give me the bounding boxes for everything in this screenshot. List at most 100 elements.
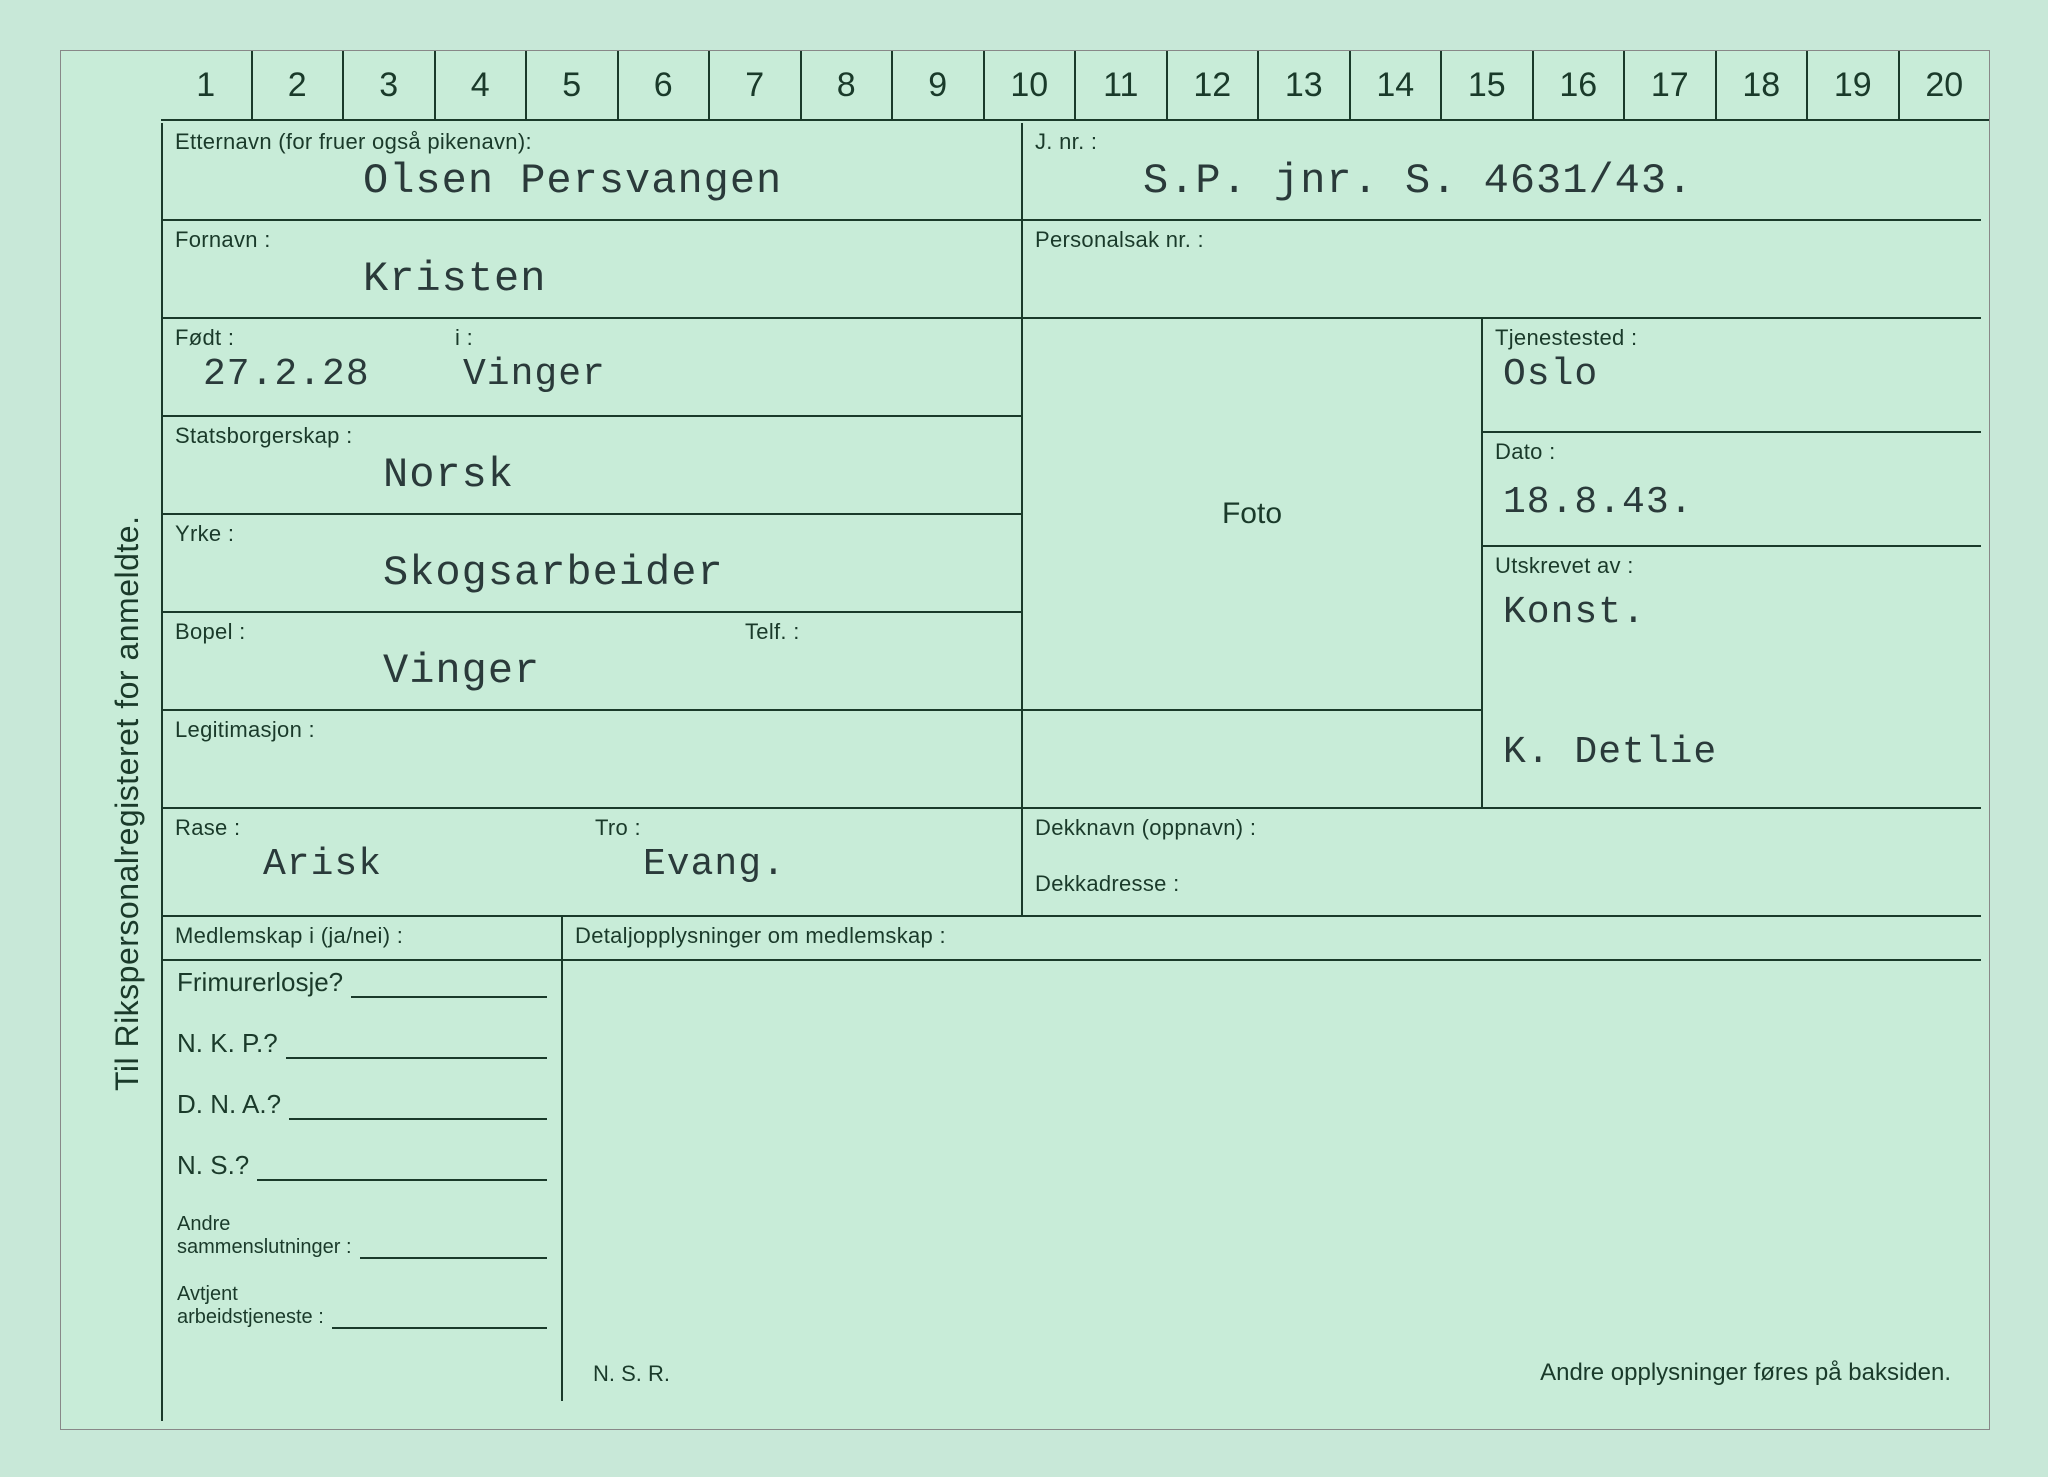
ruler-19: 19 [1806, 51, 1898, 119]
dato-cell: Dato : 18.8.43. [1483, 433, 1981, 547]
yrke-cell: Yrke : Skogsarbeider [163, 515, 1023, 613]
jnr-value: S.P. jnr. S. 4631/43. [1023, 157, 1981, 205]
andre-sammen-label2: sammenslutninger : [177, 1236, 352, 1259]
rase-value: Arisk [163, 843, 583, 886]
tjenestested-label: Tjenestested : [1483, 319, 1981, 353]
andre-sammen-underline [360, 1237, 547, 1259]
nkp-line: N. K. P.? [163, 1002, 561, 1063]
ruler-1: 1 [161, 51, 251, 119]
bopel-label: Bopel : [163, 613, 733, 647]
andre-sammen-label1: Andre [163, 1209, 561, 1236]
avtjent-label2: arbeidstjeneste : [177, 1306, 324, 1329]
fodested-value: Vinger [443, 353, 1021, 396]
statsborgerskap-value: Norsk [163, 451, 1021, 499]
dekknavn-cell: Dekknavn (oppnavn) : Dekkadresse : [1023, 809, 1981, 917]
statsborgerskap-label: Statsborgerskap : [163, 417, 1021, 451]
ruler-11: 11 [1074, 51, 1166, 119]
vertical-title: Til Rikspersonalregisteret for anmeldte. [109, 191, 146, 1091]
bopel-value: Vinger [163, 647, 733, 695]
ruler-17: 17 [1623, 51, 1715, 119]
ns-label: N. S.? [177, 1150, 249, 1181]
dna-label: D. N. A.? [177, 1089, 281, 1120]
ruler-18: 18 [1715, 51, 1807, 119]
dekknavn-label: Dekknavn (oppnavn) : [1023, 809, 1981, 843]
ruler-3: 3 [342, 51, 434, 119]
avtjent-label1: Avtjent [163, 1279, 561, 1306]
utskrevet-label: Utskrevet av : [1483, 547, 1981, 581]
dna-line: D. N. A.? [163, 1063, 561, 1124]
form-area: Etternavn (for fruer også pikenavn): Ols… [161, 123, 1981, 1421]
andre-opp-label: Andre opplysninger føres på baksiden. [1540, 1359, 1951, 1387]
ruler-20: 20 [1898, 51, 1990, 119]
legitimasjon-cell: Legitimasjon : [163, 711, 1023, 809]
ruler-8: 8 [800, 51, 892, 119]
utskrevet-value1: Konst. [1483, 581, 1981, 634]
avtjent-line: arbeidstjeneste : [163, 1306, 561, 1333]
personalsak-label: Personalsak nr. : [1023, 221, 1981, 255]
vertical-title-text: Til Rikspersonalregisteret for anmeldte. [109, 516, 145, 1091]
etternavn-cell: Etternavn (for fruer også pikenavn): Ols… [163, 123, 1023, 221]
fornavn-value: Kristen [163, 255, 1021, 303]
ruler-row: 1 2 3 4 5 6 7 8 9 10 11 12 13 14 15 16 1… [161, 51, 1989, 121]
medlemskap-header-cell: Medlemskap i (ja/nei) : [163, 917, 563, 961]
foto-cell: Foto [1023, 319, 1483, 711]
dekkadresse-label: Dekkadresse : [1023, 843, 1981, 899]
detalj-header-cell: Detaljopplysninger om medlemskap : [563, 917, 1981, 961]
personalsak-cell: Personalsak nr. : [1023, 221, 1981, 319]
rase-label: Rase : [163, 809, 583, 843]
jnr-label: J. nr. : [1023, 123, 1981, 157]
avtjent-underline [332, 1307, 547, 1329]
i-label: i : [443, 319, 1021, 353]
fodt-label: Født : [163, 319, 443, 353]
utskrevet-ext-cell: K. Detlie [1483, 711, 1981, 809]
fornavn-cell: Fornavn : Kristen [163, 221, 1023, 319]
frimurerlosje-line: Frimurerlosje? [163, 961, 561, 1002]
foto-ext-cell [1023, 711, 1483, 809]
yrke-value: Skogsarbeider [163, 549, 1021, 597]
yrke-label: Yrke : [163, 515, 1021, 549]
nsr-label: N. S. R. [593, 1361, 670, 1387]
foto-label: Foto [1222, 497, 1282, 531]
registry-card: Til Rikspersonalregisteret for anmeldte.… [60, 50, 1990, 1430]
dato-value: 18.8.43. [1483, 467, 1981, 524]
legitimasjon-label: Legitimasjon : [163, 711, 1021, 745]
tjenestested-cell: Tjenestested : Oslo [1483, 319, 1981, 433]
ruler-12: 12 [1166, 51, 1258, 119]
nkp-underline [286, 1037, 547, 1059]
detalj-label: Detaljopplysninger om medlemskap : [563, 917, 1981, 951]
bopel-cell: Bopel : Vinger Telf. : [163, 613, 1023, 711]
etternavn-value: Olsen Persvangen [163, 157, 1021, 205]
ruler-13: 13 [1257, 51, 1349, 119]
fodt-value: 27.2.28 [163, 353, 443, 396]
ruler-14: 14 [1349, 51, 1441, 119]
andre-sammen-line: sammenslutninger : [163, 1236, 561, 1263]
ruler-15: 15 [1440, 51, 1532, 119]
tro-label: Tro : [583, 809, 1021, 843]
ruler-10: 10 [983, 51, 1075, 119]
frimurerlosje-underline [351, 976, 547, 998]
ruler-7: 7 [708, 51, 800, 119]
detalj-cell: N. S. R. Andre opplysninger føres på bak… [563, 961, 1981, 1401]
ruler-2: 2 [251, 51, 343, 119]
ruler-6: 6 [617, 51, 709, 119]
medlemskap-label: Medlemskap i (ja/nei) : [163, 917, 561, 951]
jnr-cell: J. nr. : S.P. jnr. S. 4631/43. [1023, 123, 1981, 221]
dato-label: Dato : [1483, 433, 1981, 467]
utskrevet-cell: Utskrevet av : Konst. [1483, 547, 1981, 711]
telf-label: Telf. : [733, 613, 1021, 647]
nkp-label: N. K. P.? [177, 1028, 278, 1059]
frimurerlosje-label: Frimurerlosje? [177, 967, 343, 998]
tro-value: Evang. [583, 843, 1021, 886]
ruler-5: 5 [525, 51, 617, 119]
ruler-4: 4 [434, 51, 526, 119]
ruler-16: 16 [1532, 51, 1624, 119]
statsborgerskap-cell: Statsborgerskap : Norsk [163, 417, 1023, 515]
dna-underline [289, 1098, 547, 1120]
ns-line: N. S.? [163, 1124, 561, 1185]
fodt-cell: Født : 27.2.28 i : Vinger [163, 319, 1023, 417]
fornavn-label: Fornavn : [163, 221, 1021, 255]
membership-cell: Frimurerlosje? N. K. P.? D. N. A.? N. S.… [163, 961, 563, 1401]
utskrevet-value2: K. Detlie [1483, 711, 1981, 774]
tjenestested-value: Oslo [1483, 353, 1981, 396]
ruler-9: 9 [891, 51, 983, 119]
